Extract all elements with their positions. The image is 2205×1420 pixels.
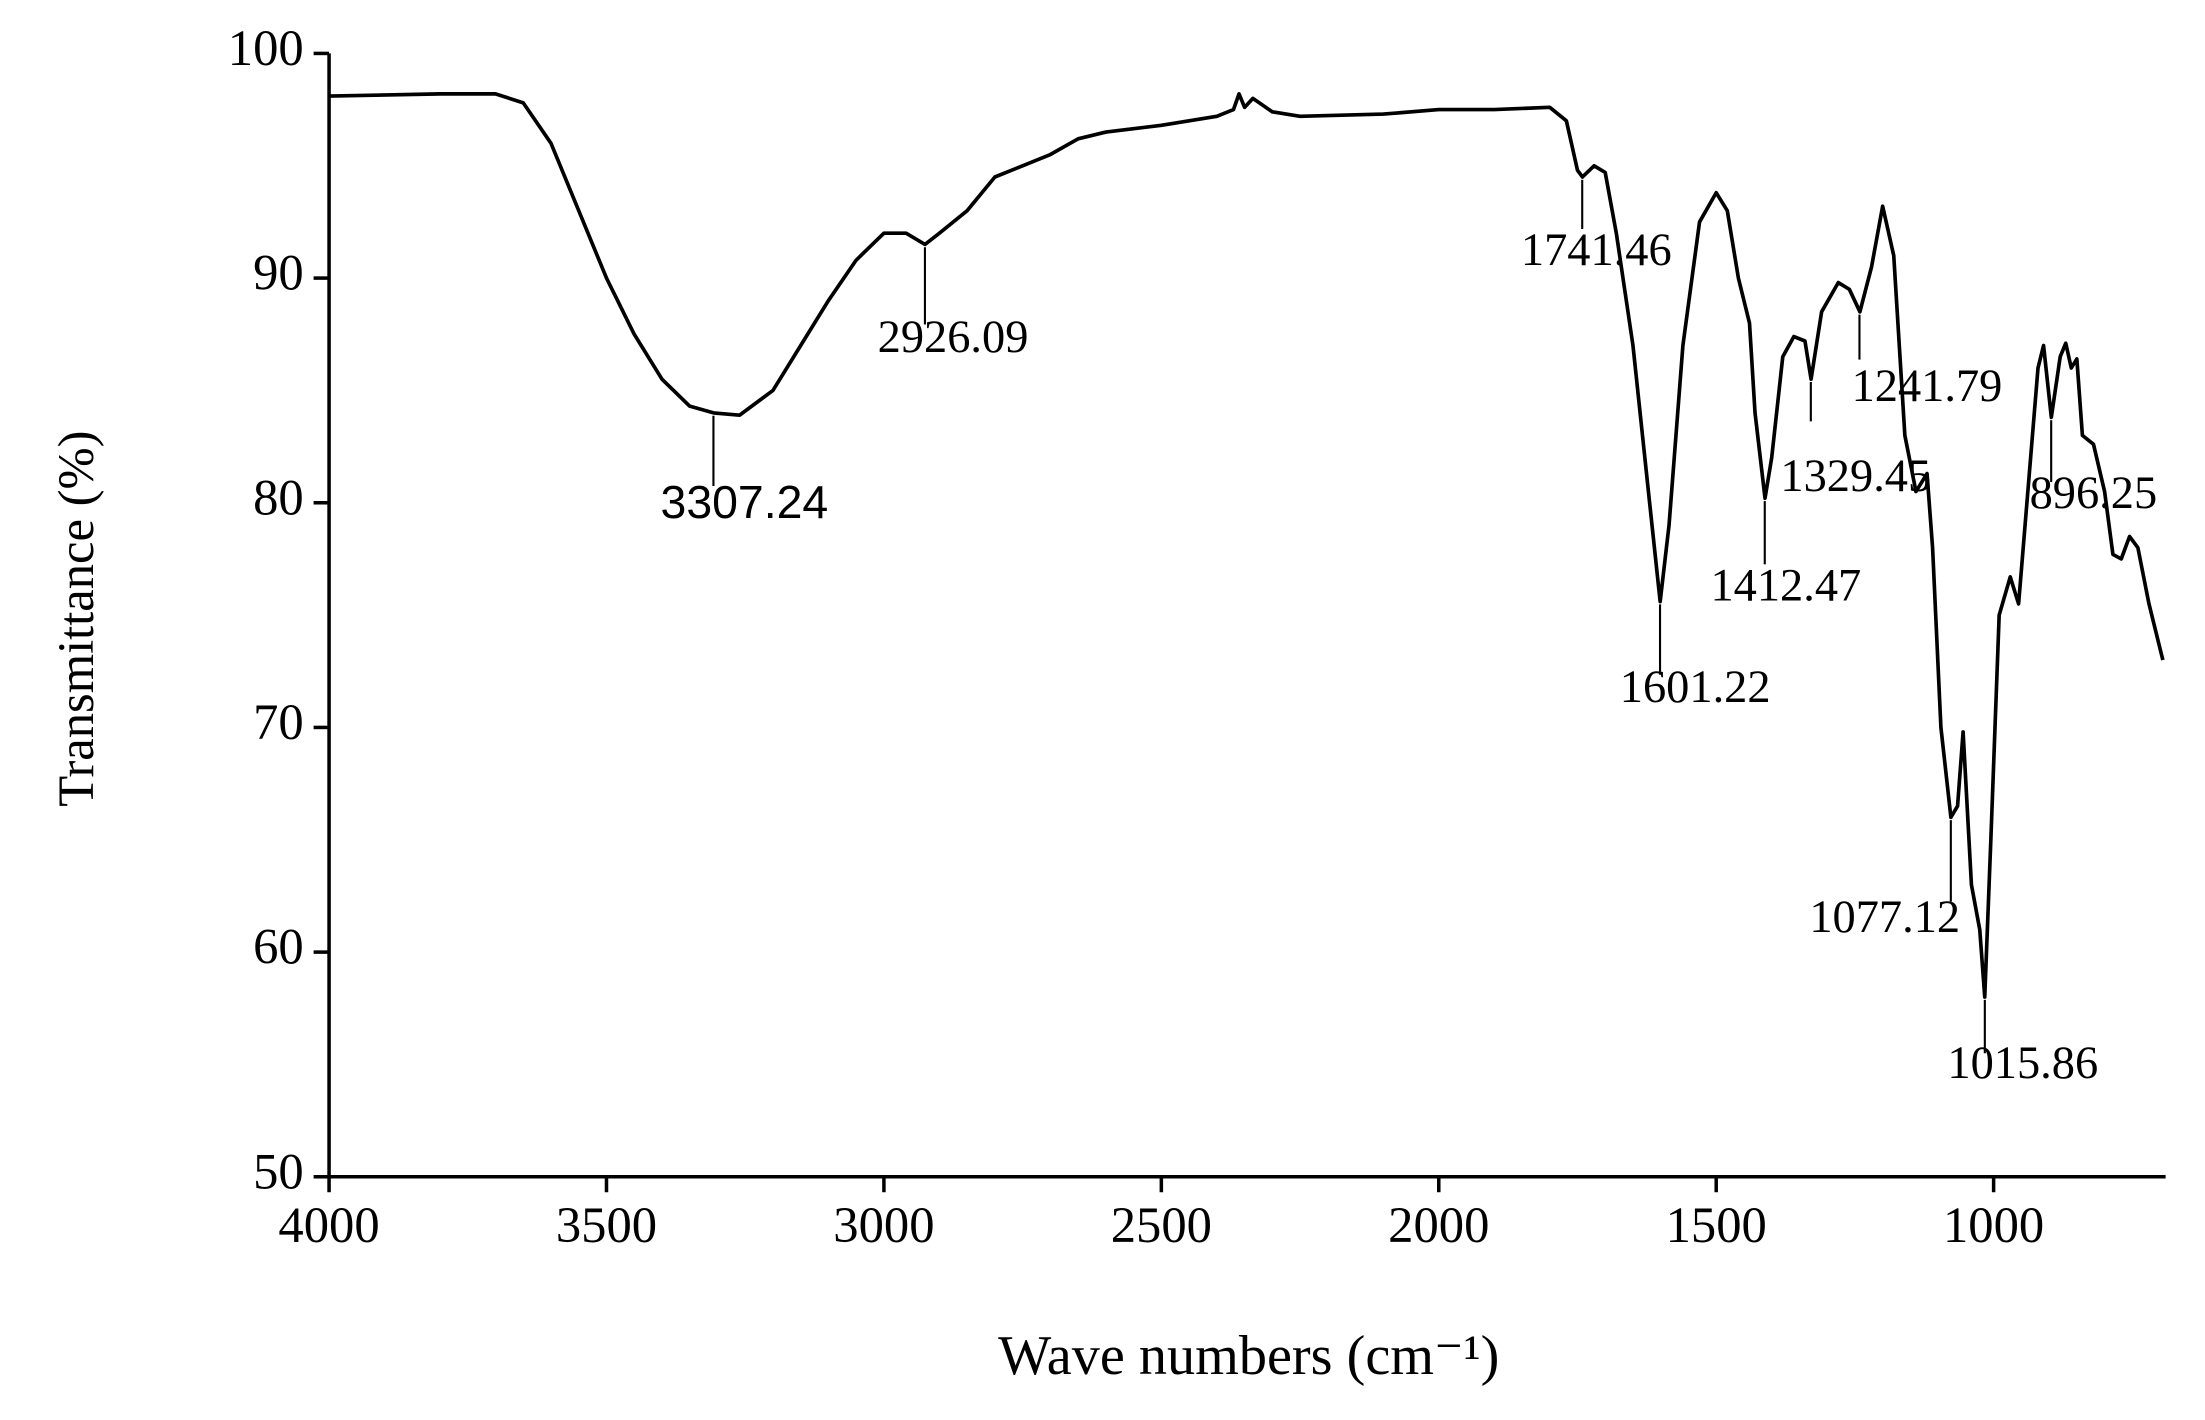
x-tick-label: 2500 [1111, 1197, 1212, 1253]
peak-label: 1329.45 [1780, 451, 1931, 502]
peak-label: 2926.09 [878, 312, 1029, 363]
peak-label: 3307.24 [661, 476, 829, 528]
x-tick-label: 3000 [833, 1197, 934, 1253]
y-tick-label: 60 [253, 919, 304, 975]
x-tick-label: 1000 [1943, 1197, 2044, 1253]
spectrum-line [329, 92, 2165, 999]
y-axis-label: Transmittance (%) [48, 431, 104, 807]
x-axis-label: Wave numbers (cm⁻¹) [998, 1325, 1499, 1387]
peak-label: 1241.79 [1852, 361, 2003, 412]
x-tick-label: 4000 [278, 1197, 379, 1253]
x-tick-label: 1500 [1666, 1197, 1767, 1253]
peak-label: 896.25 [2030, 468, 2158, 519]
y-tick-label: 70 [253, 694, 304, 750]
y-tick-label: 80 [253, 469, 304, 525]
y-tick-label: 100 [228, 20, 304, 76]
peak-label: 1412.47 [1710, 560, 1861, 611]
peak-label: 1601.22 [1620, 662, 1771, 713]
y-tick-label: 50 [253, 1143, 304, 1199]
peak-label: 1015.86 [1947, 1038, 2098, 1089]
x-tick-label: 3500 [556, 1197, 657, 1253]
y-tick-label: 90 [253, 245, 304, 301]
peak-label: 1077.12 [1809, 892, 1960, 943]
x-tick-label: 2000 [1388, 1197, 1489, 1253]
peak-label: 1741.46 [1521, 225, 1672, 276]
